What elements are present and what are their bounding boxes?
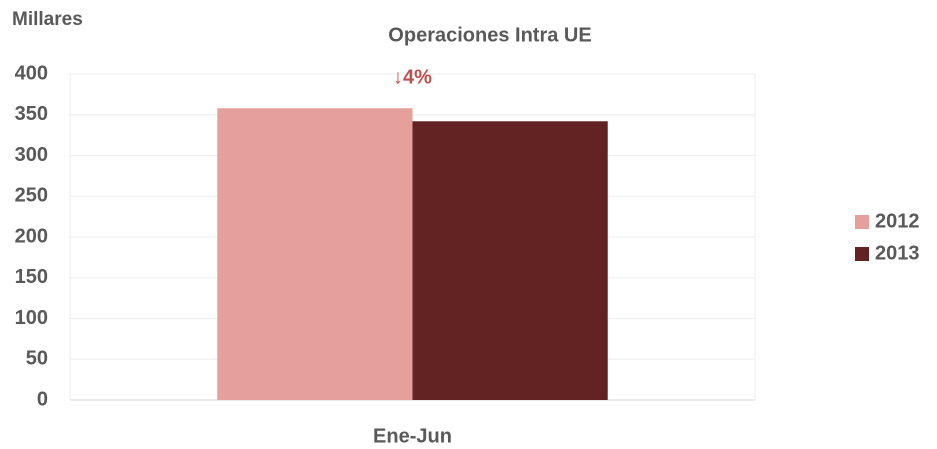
legend-label: 2013 [875, 242, 920, 264]
legend-swatch [855, 247, 869, 261]
legend-swatch [855, 215, 869, 229]
y-axis-label: Millares [12, 9, 83, 30]
chart-title: Operaciones Intra UE [388, 24, 591, 46]
x-tick-label: Ene-Jun [373, 425, 452, 447]
y-tick-label: 50 [26, 348, 48, 370]
bar [412, 121, 608, 401]
y-tick-label: 250 [15, 185, 48, 207]
y-tick-label: 100 [15, 307, 48, 329]
y-tick-label: 300 [15, 144, 48, 166]
y-tick-label: 200 [15, 225, 48, 247]
y-tick-label: 150 [15, 266, 48, 288]
y-tick-label: 350 [15, 103, 48, 125]
annotation: ↓4% [393, 66, 432, 88]
y-tick-label: 400 [15, 62, 48, 84]
y-tick-label: 0 [37, 388, 48, 410]
legend-label: 2012 [875, 210, 920, 232]
bar [217, 108, 413, 400]
